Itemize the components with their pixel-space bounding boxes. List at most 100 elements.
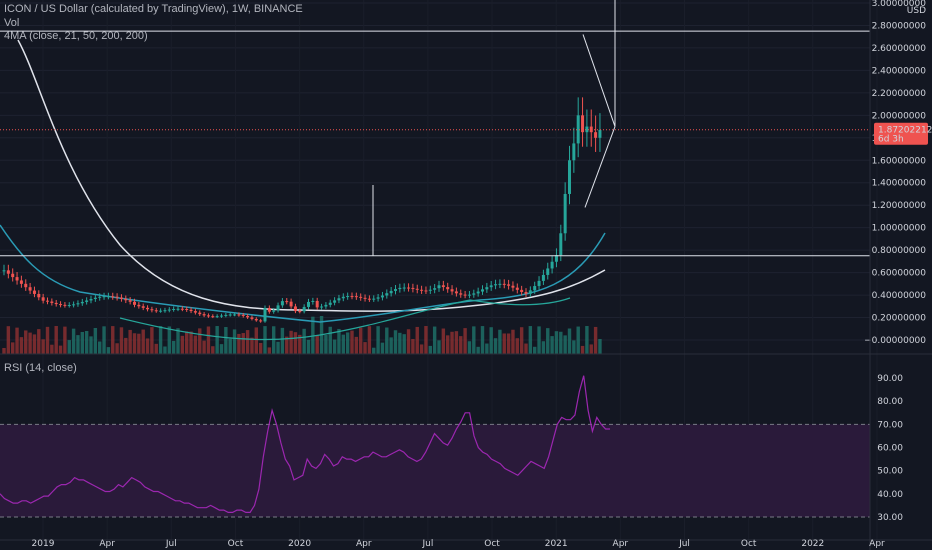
candle-body <box>176 308 180 310</box>
candle-body <box>276 305 280 311</box>
volume-bar <box>489 327 493 354</box>
volume-bar <box>150 327 154 354</box>
candle-body <box>246 315 250 318</box>
candle-body <box>380 295 384 298</box>
volume-legend[interactable]: Vol <box>4 17 20 29</box>
candle-body <box>346 296 350 298</box>
candle-body <box>402 287 406 289</box>
candle-body <box>141 306 145 308</box>
candle-body <box>237 314 241 316</box>
volume-bar <box>176 328 180 354</box>
volume-bar <box>559 331 563 354</box>
price-tick-label: 1.60000000 <box>872 156 927 166</box>
rsi-tick-label: 80.00 <box>877 397 903 407</box>
candle-body <box>415 288 419 290</box>
volume-bar <box>219 344 224 354</box>
volume-bar <box>98 341 102 354</box>
candle-body <box>563 193 567 234</box>
volume-bar <box>533 346 537 354</box>
candle-body <box>454 291 458 294</box>
candle-body <box>111 296 115 298</box>
volume-bar <box>585 326 589 354</box>
volume-bar <box>554 331 559 354</box>
time-axis[interactable]: 2019 Apr Jul Oct 2020 Apr Jul Oct 2021 Apr Jul Oct 2… <box>32 539 885 549</box>
candle-body <box>98 296 102 298</box>
rsi-legend[interactable]: RSI (14, close) <box>4 362 77 374</box>
volume-bar <box>154 343 158 354</box>
price-tick-label: 1.20000000 <box>872 201 927 211</box>
candle-body <box>459 293 463 295</box>
volume-bar <box>450 331 454 354</box>
volume-bar <box>446 335 450 354</box>
candle-body <box>585 126 589 133</box>
rsi-tick-label: 90.00 <box>877 374 903 384</box>
volume-bar <box>502 333 506 354</box>
candle-body <box>320 306 324 308</box>
volume-bar <box>306 339 311 354</box>
volume-bar <box>419 344 424 354</box>
candle-body <box>507 284 511 286</box>
volume-bar <box>367 326 372 354</box>
time-tick-label: Oct <box>484 539 500 549</box>
chart-drawings <box>0 0 870 257</box>
volume-bar <box>145 338 150 354</box>
volume-bar <box>459 336 463 354</box>
volume-bar <box>41 339 45 354</box>
candle-body <box>433 288 437 290</box>
candle-body <box>293 306 297 312</box>
pennant-lower-line <box>584 126 616 208</box>
volume-bar <box>115 343 119 354</box>
candle-body <box>150 309 154 311</box>
volume-bar <box>132 333 137 354</box>
price-tick-label: 2.40000000 <box>872 66 927 76</box>
candle-body <box>189 309 193 312</box>
volume-bar <box>6 326 11 354</box>
candle-body <box>485 287 489 290</box>
ma-legend[interactable]: 4MA (close, 21, 50, 200, 200) <box>4 30 148 42</box>
volume-bar <box>424 326 428 354</box>
volume-bar <box>11 342 15 354</box>
candle-body <box>128 300 132 302</box>
candle-body <box>2 270 6 272</box>
volume-bar <box>158 326 163 354</box>
volume-bar <box>93 327 98 354</box>
candle-body <box>354 296 358 298</box>
volume-bar <box>76 335 80 354</box>
candle-body <box>302 306 306 312</box>
volume-bar <box>128 329 132 354</box>
price-tick-label: −0.00000000 <box>864 336 926 346</box>
volume-bar <box>476 346 480 354</box>
candle-body <box>102 296 106 298</box>
volume-bar <box>454 331 459 354</box>
candle-body <box>172 308 176 310</box>
candle-body <box>598 129 602 138</box>
rsi-tick-label: 40.00 <box>877 490 903 500</box>
candle-body <box>220 315 223 317</box>
candle-body <box>350 296 354 298</box>
volume-bar <box>19 337 24 354</box>
price-tick-label: 1.00000000 <box>872 224 927 234</box>
candle-body <box>324 304 328 307</box>
volume-bar <box>437 340 441 354</box>
chart-title[interactable]: ICON / US Dollar (calculated by TradingV… <box>4 3 303 15</box>
candle-body <box>241 314 245 316</box>
volume-bar <box>350 330 354 354</box>
volume-bar <box>550 336 554 354</box>
candle-body <box>28 287 32 291</box>
volume-bar <box>272 326 276 354</box>
rsi-tick-label: 60.00 <box>877 444 903 454</box>
volume-bar <box>32 334 37 354</box>
candle-body <box>124 298 128 301</box>
candle-body <box>280 301 284 306</box>
candle-body <box>498 283 502 285</box>
volume-bar <box>546 328 550 354</box>
volume-bar <box>193 335 198 354</box>
candle-body <box>407 287 411 289</box>
candle-body <box>76 303 80 305</box>
volume-bar <box>376 326 380 354</box>
volume-bar <box>345 332 350 354</box>
volume-bar <box>337 328 341 354</box>
volume-bar <box>111 326 115 354</box>
rsi-axis[interactable]: 90.00 80.00 70.00 60.00 50.00 40.00 30.00 <box>877 374 903 523</box>
